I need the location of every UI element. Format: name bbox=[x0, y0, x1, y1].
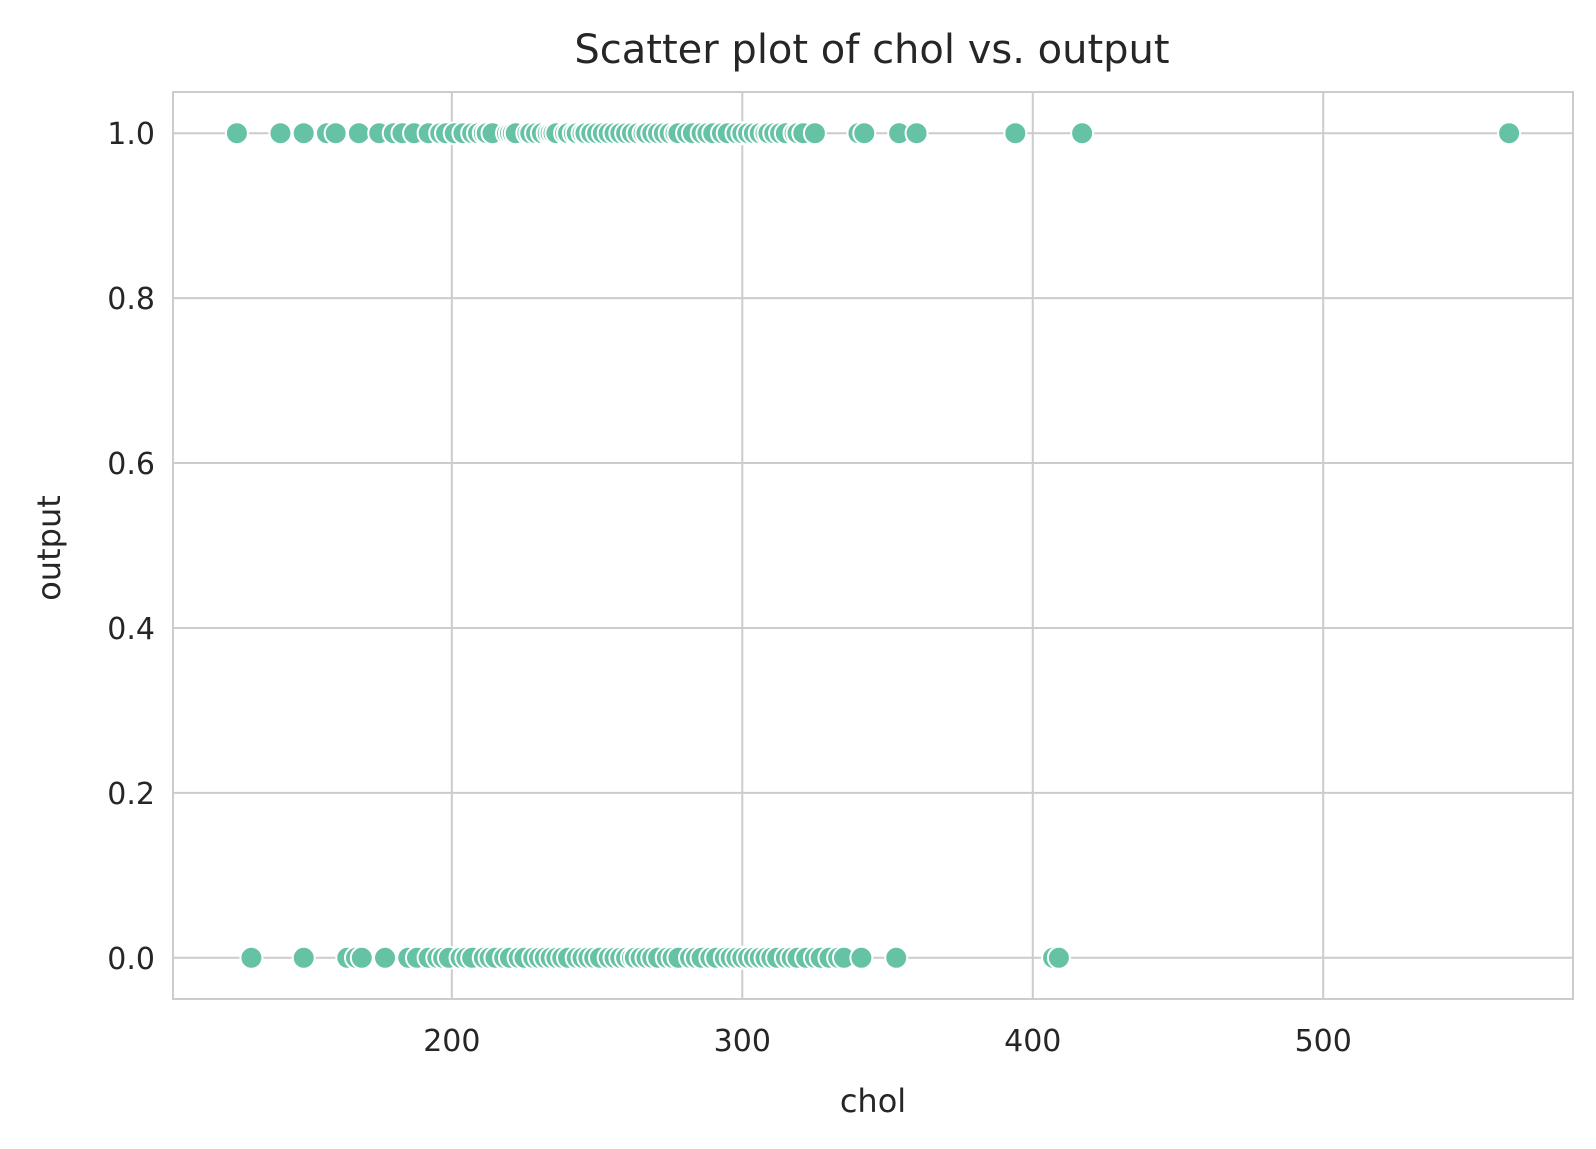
x-tick-label: 500 bbox=[1295, 1024, 1352, 1059]
data-point bbox=[849, 945, 874, 970]
plot-frame bbox=[172, 91, 1574, 1000]
data-point bbox=[323, 121, 348, 146]
data-point bbox=[239, 945, 264, 970]
x-tick-label: 400 bbox=[1004, 1024, 1061, 1059]
y-tick-label: 1.0 bbox=[107, 117, 155, 152]
chart-title: Scatter plot of chol vs. output bbox=[574, 27, 1169, 73]
data-point bbox=[884, 945, 909, 970]
data-point bbox=[346, 121, 371, 146]
data-point bbox=[1003, 121, 1028, 146]
y-tick-label: 0.2 bbox=[107, 777, 155, 812]
data-point bbox=[1046, 945, 1071, 970]
x-tick-label: 200 bbox=[423, 1024, 480, 1059]
x-axis-label: chol bbox=[840, 1082, 906, 1120]
data-point bbox=[802, 121, 827, 146]
data-point bbox=[373, 945, 398, 970]
data-point bbox=[1497, 121, 1522, 146]
y-tick-label: 0.4 bbox=[107, 612, 155, 647]
y-tick-label: 0.8 bbox=[107, 282, 155, 317]
grid bbox=[173, 92, 1573, 999]
y-tick-labels: 0.0 0.2 0.4 0.6 0.8 1.0 bbox=[107, 117, 155, 977]
data-point bbox=[349, 945, 374, 970]
x-tick-labels: 200 300 400 500 bbox=[423, 1024, 1352, 1059]
x-tick-label: 300 bbox=[714, 1024, 771, 1059]
data-point bbox=[1070, 121, 1095, 146]
data-points bbox=[224, 121, 1522, 970]
data-point bbox=[224, 121, 249, 146]
y-axis-label: output bbox=[30, 495, 68, 601]
data-point bbox=[268, 121, 293, 146]
y-tick-label: 0.0 bbox=[107, 942, 155, 977]
data-point bbox=[904, 121, 929, 146]
data-point bbox=[291, 121, 316, 146]
data-point bbox=[291, 945, 316, 970]
data-point bbox=[852, 121, 877, 146]
y-tick-label: 0.6 bbox=[107, 447, 155, 482]
